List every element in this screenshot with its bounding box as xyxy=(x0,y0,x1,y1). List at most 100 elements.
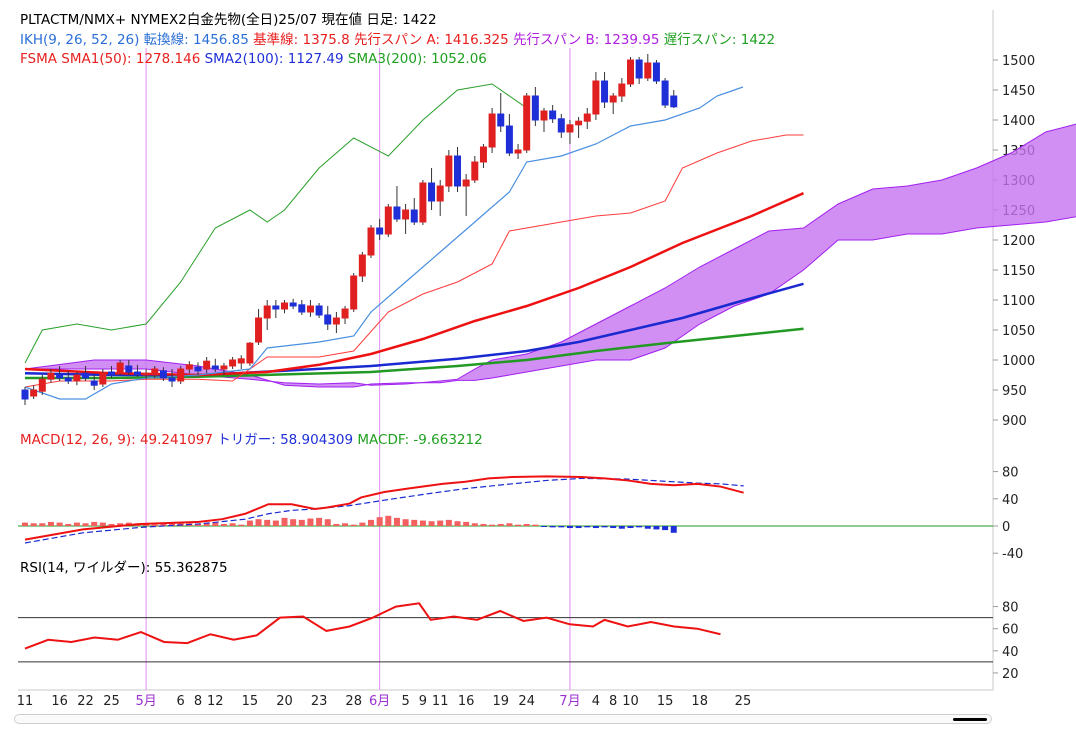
date-tick-label: 19 xyxy=(492,694,509,709)
ikh-legend: IKH(9, 26, 52, 26) 転換線: 1456.85 基準線: 137… xyxy=(20,32,775,49)
date-tick-label: 10 xyxy=(622,694,639,709)
candle-up xyxy=(488,113,496,148)
candle-up xyxy=(306,305,314,313)
candle-up xyxy=(38,378,46,392)
price-tick-label: 1150 xyxy=(1002,264,1035,279)
macdf-bar xyxy=(82,523,89,526)
macdf-bar xyxy=(592,526,599,529)
fsma-legend: FSMA SMA1(50): 1278.146 SMA2(100): 1127.… xyxy=(20,51,487,68)
macdf-bar xyxy=(515,524,522,526)
macdf-bar xyxy=(342,523,349,526)
date-tick-label: 20 xyxy=(276,694,293,709)
macdf-bar xyxy=(169,523,176,526)
date-tick-label: 6 xyxy=(177,694,185,709)
macd-tick-label: 0 xyxy=(1002,520,1010,535)
ikh-chikou-label: 遅行スパン: 1422 xyxy=(663,32,776,48)
macdf-bar xyxy=(601,526,608,528)
macdf-bar xyxy=(238,524,245,526)
candle-up xyxy=(609,95,617,103)
candle-up xyxy=(185,364,193,370)
macdf-bar xyxy=(428,521,435,526)
macdf-bar xyxy=(506,523,513,526)
date-tick-label: 18 xyxy=(691,694,708,709)
date-tick-label: 12 xyxy=(207,694,224,709)
macdf-bar xyxy=(229,523,236,526)
macdf-bar xyxy=(298,519,305,526)
sma3-label: SMA3(200): 1052.06 xyxy=(347,51,487,67)
macdf-bar xyxy=(22,522,28,526)
macdf-bar xyxy=(350,524,357,526)
macdf-bar xyxy=(419,520,426,526)
rsi-line xyxy=(24,602,721,650)
horizontal-scrollbar[interactable] xyxy=(14,714,992,724)
macdf-bar xyxy=(523,523,530,526)
candle-up xyxy=(263,305,271,319)
chikou-line xyxy=(24,83,527,364)
macdf-bar xyxy=(333,523,340,526)
macdf-bar xyxy=(56,522,63,526)
price-tick-label: 1100 xyxy=(1002,294,1035,309)
candle-up xyxy=(627,59,634,85)
macdf-bar xyxy=(636,526,643,528)
date-tick-label: 16 xyxy=(458,694,475,709)
macdf-bar xyxy=(203,523,210,526)
macdf-bar xyxy=(264,519,271,526)
macdf-bar xyxy=(376,517,383,526)
candle-down xyxy=(272,305,280,310)
scrollbar-thumb[interactable] xyxy=(953,718,987,721)
candle-down xyxy=(56,374,64,379)
rsi-tick-label: 40 xyxy=(1002,645,1019,660)
date-tick-label: 23 xyxy=(311,694,328,709)
macdf-bar xyxy=(47,521,54,526)
price-tick-label: 1200 xyxy=(1002,234,1035,249)
candle-down xyxy=(410,209,418,223)
macdf-bar xyxy=(281,517,288,526)
macdf-bar xyxy=(91,521,98,526)
date-tick-label: 15 xyxy=(657,694,674,709)
date-tick-label: 4 xyxy=(592,694,600,709)
candle-up xyxy=(358,254,366,277)
candle-down xyxy=(82,372,90,379)
candle-down xyxy=(635,59,643,79)
macdf-bar xyxy=(65,523,72,526)
macdf-bar xyxy=(316,517,323,526)
macdf-bar xyxy=(143,523,150,526)
macdf-bar xyxy=(610,526,617,529)
date-tick-label: 16 xyxy=(51,694,68,709)
macdf-bar xyxy=(471,523,478,526)
candle-up xyxy=(523,95,531,151)
candle-down xyxy=(289,302,297,307)
candle-up xyxy=(644,62,652,79)
header-symbol-line: PLTACTM/NMX+ NYMEX2白金先物(全日)25/07 現在値 日足:… xyxy=(20,12,437,29)
candle-up xyxy=(255,317,263,343)
date-tick-label: 25 xyxy=(103,694,120,709)
macdf-bar xyxy=(255,519,262,526)
candle-up xyxy=(592,80,600,115)
candle-down xyxy=(670,95,678,108)
macdf-bar xyxy=(532,524,539,526)
macdf-bar xyxy=(653,526,660,530)
candle-up xyxy=(203,360,211,370)
date-tick-label: 22 xyxy=(77,694,94,709)
macdf-bar xyxy=(402,519,409,526)
date-tick-label: 25 xyxy=(735,694,752,709)
candle-down xyxy=(557,118,565,133)
price-tick-label: 900 xyxy=(1002,414,1027,429)
macdf-bar xyxy=(566,526,573,529)
macdf-bar xyxy=(30,523,37,526)
macdf-bar xyxy=(220,523,227,526)
macdf-bar xyxy=(385,515,392,526)
candle-down xyxy=(133,371,141,375)
candle-up xyxy=(220,365,228,370)
candle-up xyxy=(471,161,479,181)
macdf-bar xyxy=(541,526,547,527)
candle-up xyxy=(350,275,358,310)
date-tick-label: 6月 xyxy=(369,694,390,709)
cloud-span-a-line xyxy=(25,123,1076,386)
macdf-label: MACDF: -9.663212 xyxy=(357,432,483,448)
macdf-bar xyxy=(662,526,669,531)
candle-down xyxy=(428,182,436,202)
rsi-legend: RSI(14, ワイルダー): 55.362875 xyxy=(20,560,228,577)
macdf-bar xyxy=(368,519,374,526)
ikh-kijun-label: 基準線: 1375.8 xyxy=(253,32,355,48)
